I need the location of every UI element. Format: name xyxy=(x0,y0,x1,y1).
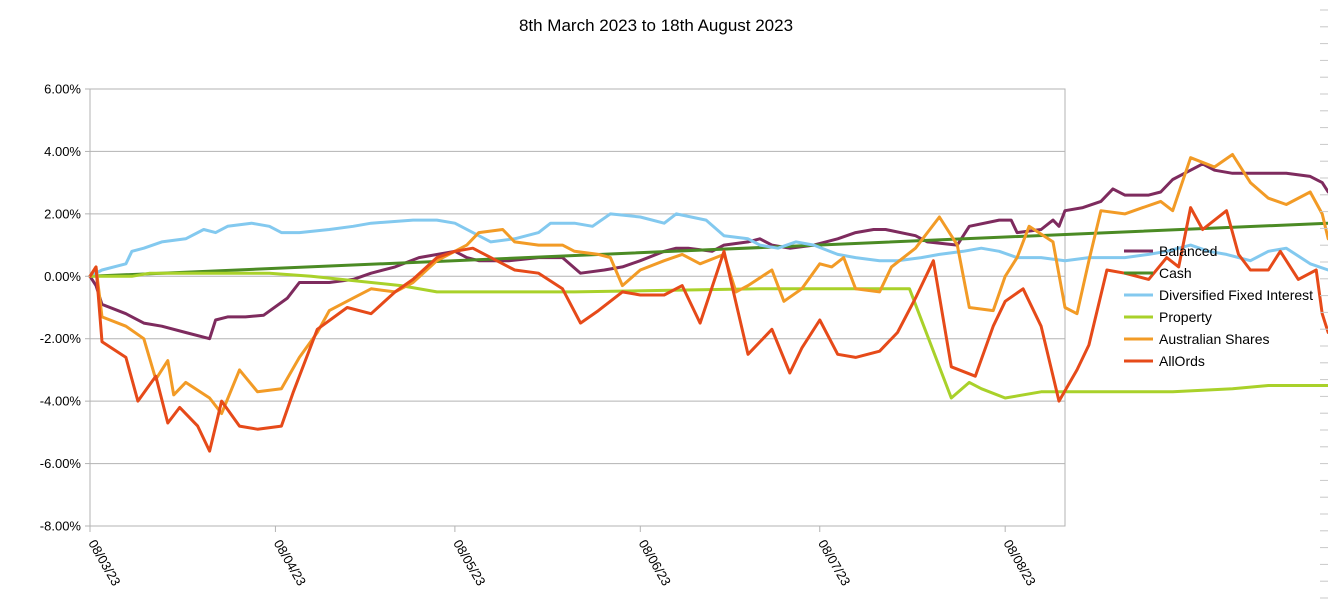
x-tick-label: 08/08/23 xyxy=(1001,537,1039,588)
series-line-australian-shares xyxy=(88,153,1328,416)
legend-label-cash: Cash xyxy=(1159,265,1192,281)
legend-label-diversified-fixed-interest: Diversified Fixed Interest xyxy=(1159,287,1313,303)
x-tick-label: 08/04/23 xyxy=(271,537,309,588)
series-line-diversified-fixed-interest xyxy=(88,212,1328,278)
legend-label-australian-shares: Australian Shares xyxy=(1159,331,1270,347)
y-tick-label: 0.00% xyxy=(44,269,81,284)
y-tick-label: 2.00% xyxy=(44,206,81,221)
x-tick-label: 08/06/23 xyxy=(636,537,674,588)
series-line-property xyxy=(88,271,1328,400)
chart-plot-area xyxy=(88,88,1328,527)
legend-label-property: Property xyxy=(1159,309,1212,325)
x-tick-label: 08/07/23 xyxy=(815,537,853,588)
y-tick-label: -4.00% xyxy=(40,394,82,409)
series-lines xyxy=(88,153,1328,453)
y-tick-label: -8.00% xyxy=(40,519,82,534)
x-tick-label: 08/05/23 xyxy=(450,537,488,588)
plot-frame xyxy=(89,88,1066,527)
gridlines xyxy=(90,88,1065,527)
chart-title: 8th March 2023 to 18th August 2023 xyxy=(519,16,793,35)
legend: Balanced Cash Diversified Fixed Interest Pr… xyxy=(1124,243,1313,369)
legend-label-allords: AllOrds xyxy=(1159,353,1205,369)
y-tick-label: 4.00% xyxy=(44,144,81,159)
y-tick-label: 6.00% xyxy=(44,82,81,97)
x-axis: 08/03/23 08/04/23 08/05/23 08/06/23 08/07/23… xyxy=(85,526,1039,588)
right-edge-decoration xyxy=(1320,9,1328,599)
legend-label-balanced: Balanced xyxy=(1159,243,1217,259)
y-tick-label: -2.00% xyxy=(40,331,82,346)
y-axis: -8.00% -6.00% -4.00% -2.00% 0.00% 2.00% 4.00% 6… xyxy=(40,82,90,534)
series-line-allords xyxy=(88,206,1328,453)
x-tick-label: 08/03/23 xyxy=(85,537,123,588)
series-line-cash xyxy=(88,221,1328,278)
y-tick-label: -6.00% xyxy=(40,456,82,471)
